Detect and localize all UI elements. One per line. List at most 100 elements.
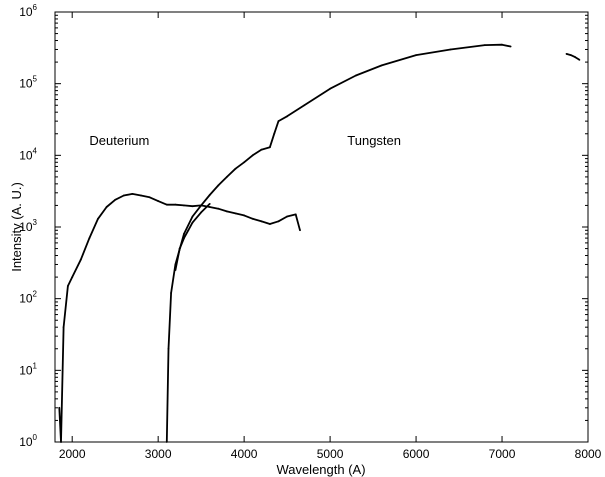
y-tick-label: 104 bbox=[19, 146, 37, 162]
x-tick-label: 8000 bbox=[575, 447, 602, 461]
data-point bbox=[449, 48, 452, 51]
data-point bbox=[269, 146, 271, 149]
data-point bbox=[191, 215, 194, 218]
data-point bbox=[131, 192, 134, 195]
y-tick-base: 10 bbox=[19, 77, 33, 91]
data-point bbox=[273, 132, 276, 135]
data-point bbox=[208, 206, 211, 208]
data-point bbox=[157, 200, 160, 202]
data-point bbox=[208, 203, 211, 205]
series-line-1 bbox=[58, 192, 301, 443]
data-point bbox=[286, 115, 289, 118]
x-axis-title: Wavelength (A) bbox=[276, 462, 365, 477]
data-point bbox=[183, 233, 185, 235]
data-point bbox=[509, 45, 512, 48]
data-point bbox=[251, 154, 254, 157]
data-point bbox=[148, 196, 151, 199]
data-point bbox=[565, 53, 568, 55]
annotation-label: Deuterium bbox=[89, 133, 149, 148]
data-point bbox=[286, 215, 289, 218]
data-point bbox=[329, 87, 331, 90]
data-point bbox=[260, 148, 263, 151]
plot-frame bbox=[54, 11, 589, 443]
series-line-2 bbox=[165, 43, 511, 443]
data-point bbox=[114, 198, 117, 201]
y-tick-label: 105 bbox=[19, 75, 37, 91]
y-tick-label: 100 bbox=[19, 433, 37, 449]
data-point bbox=[260, 220, 263, 223]
data-point bbox=[217, 184, 220, 187]
data-point bbox=[226, 176, 228, 178]
y-tick-label: 103 bbox=[19, 218, 37, 234]
series-line-4 bbox=[566, 53, 580, 61]
x-tick-label: 2000 bbox=[59, 447, 86, 461]
y-tick-base: 10 bbox=[19, 363, 33, 377]
data-point bbox=[574, 56, 577, 58]
data-point bbox=[97, 217, 99, 220]
x-tick-label: 7000 bbox=[489, 447, 516, 461]
data-point bbox=[167, 347, 170, 350]
annotations: Deuterium Tungsten bbox=[89, 133, 401, 148]
data-point bbox=[243, 214, 246, 217]
data-point bbox=[58, 406, 61, 409]
series-layer bbox=[58, 43, 581, 443]
data-point bbox=[178, 247, 181, 250]
data-point bbox=[174, 203, 177, 206]
data-point bbox=[165, 203, 168, 206]
data-point bbox=[501, 43, 503, 46]
data-point bbox=[200, 211, 203, 214]
data-point bbox=[60, 441, 62, 443]
y-tick-base: 10 bbox=[19, 148, 33, 162]
data-point bbox=[226, 210, 228, 213]
y-tick-exponent: 4 bbox=[33, 146, 38, 155]
y-axis-title: Intensity (A. U.) bbox=[9, 182, 24, 272]
data-point bbox=[415, 54, 417, 57]
data-point bbox=[303, 104, 306, 107]
data-point bbox=[380, 64, 383, 67]
y-tick-label: 102 bbox=[19, 290, 37, 306]
data-point bbox=[294, 213, 297, 216]
data-point bbox=[71, 276, 74, 278]
data-point bbox=[243, 161, 246, 164]
data-point bbox=[191, 205, 194, 208]
x-tick-label: 3000 bbox=[145, 447, 172, 461]
y-tick-exponent: 1 bbox=[33, 361, 38, 370]
data-point bbox=[234, 212, 237, 215]
data-point bbox=[277, 120, 280, 123]
x-tick-label: 5000 bbox=[317, 447, 344, 461]
data-point bbox=[183, 204, 185, 207]
data-point bbox=[165, 441, 168, 443]
data-point bbox=[483, 44, 486, 47]
x-axis: 2000 3000 4000 5000 6000 7000 8000 bbox=[59, 12, 602, 461]
x-tick-label: 4000 bbox=[231, 447, 258, 461]
data-point bbox=[354, 74, 357, 77]
data-point bbox=[234, 167, 237, 170]
data-point bbox=[79, 258, 82, 261]
data-point bbox=[174, 269, 177, 272]
data-point bbox=[251, 217, 254, 220]
data-point bbox=[569, 54, 572, 57]
data-point bbox=[62, 326, 65, 329]
data-point bbox=[140, 194, 142, 197]
data-point bbox=[200, 204, 203, 207]
y-tick-exponent: 2 bbox=[33, 290, 38, 299]
data-point bbox=[191, 221, 194, 224]
y-tick-base: 10 bbox=[19, 435, 33, 449]
data-point bbox=[183, 237, 185, 240]
data-point bbox=[208, 194, 211, 196]
annotation-label: Tungsten bbox=[347, 133, 401, 148]
data-point bbox=[66, 285, 69, 287]
data-point bbox=[299, 229, 301, 232]
y-tick-exponent: 5 bbox=[33, 75, 38, 84]
y-tick-base: 10 bbox=[19, 5, 33, 19]
data-point bbox=[105, 206, 108, 208]
data-point bbox=[578, 58, 581, 61]
data-point bbox=[277, 220, 280, 223]
x-tick-label: 6000 bbox=[403, 447, 430, 461]
data-point bbox=[217, 207, 220, 210]
y-tick-label: 101 bbox=[19, 361, 37, 377]
y-tick-label: 106 bbox=[19, 3, 37, 19]
data-point bbox=[269, 223, 271, 225]
data-point bbox=[122, 194, 125, 197]
